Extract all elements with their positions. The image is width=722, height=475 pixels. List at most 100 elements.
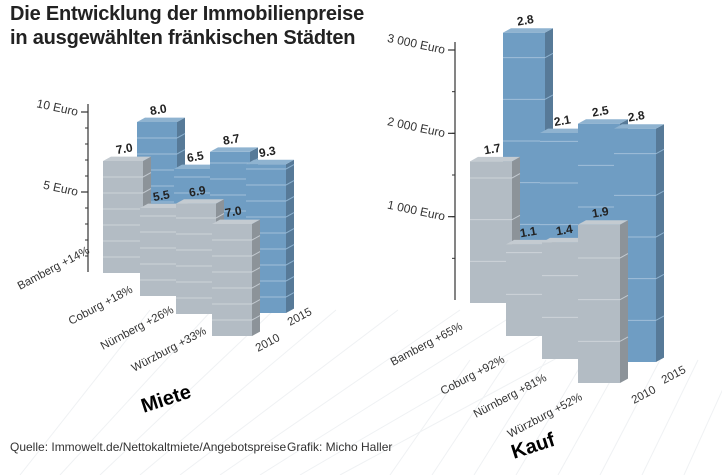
graphic-credit: Grafik: Micho Haller — [287, 440, 393, 454]
floor-grid-line — [389, 359, 471, 475]
bar-grid-line — [285, 196, 295, 202]
chart-title-line-1: Die Entwicklung der Immobilienpreise — [10, 3, 364, 25]
bar-grid-line — [251, 251, 261, 257]
bar-grid-line — [142, 188, 152, 194]
bar-front — [212, 224, 252, 336]
bar-top — [103, 156, 151, 161]
bar-top — [212, 219, 260, 224]
bar-value-label: 8.0 — [149, 101, 168, 118]
bar-grid-line — [176, 133, 186, 139]
bar-value-label: 6.5 — [186, 148, 205, 165]
bar-value-label: 9.3 — [258, 144, 277, 161]
floor-grid-line — [99, 309, 275, 475]
bar-grid-line — [285, 276, 295, 282]
bar-value-label: 2.1 — [553, 112, 572, 129]
floor-grid-line — [515, 359, 585, 475]
bar-grid-line — [619, 253, 629, 259]
category-label: Bamberg +14% — [16, 245, 92, 293]
bar-top — [578, 220, 628, 225]
bar-grid-line — [285, 260, 295, 266]
bar-top — [578, 119, 628, 124]
bar-grid-line — [285, 228, 295, 234]
bar-value-label: 8.7 — [222, 131, 241, 148]
floor-grid-line — [219, 309, 461, 475]
floor-grid-line — [139, 309, 337, 475]
source-note: Quelle: Immowelt.de/Nettokaltmiete/Angeb… — [10, 440, 287, 454]
bar-front — [578, 224, 620, 383]
bar-value-label: 7.0 — [224, 203, 243, 220]
floor-grid-line — [641, 359, 699, 475]
bar-grid-line — [655, 148, 665, 155]
y-tick-label: 5 Euro — [42, 178, 80, 199]
bar-grid-line — [655, 315, 665, 321]
bar-grid-line — [285, 292, 295, 298]
bar-grid-line — [142, 172, 152, 178]
bar-grid-line — [285, 164, 295, 170]
bar-value-label: 6.9 — [188, 183, 207, 200]
bar-top — [137, 117, 185, 122]
bar-grid-line — [251, 283, 261, 289]
bar-top — [614, 124, 664, 129]
bar-front — [140, 208, 180, 296]
kauf-y-axis: 1 000 Euro 2 000 Euro 3 000 Euro — [386, 31, 456, 300]
year-label: 2010 — [254, 332, 282, 355]
bar-value-label: 2.8 — [627, 108, 646, 125]
bar-grid-line — [511, 214, 521, 221]
y-tick-label: 1 000 Euro — [386, 198, 447, 224]
floor-grid-line — [683, 389, 722, 475]
chart-title-line-2: in ausgewählten fränkischen Städten — [10, 27, 356, 49]
bar-grid-line — [544, 52, 554, 59]
bar-2010-3 — [212, 219, 261, 336]
bar-grid-line — [655, 273, 665, 280]
bar-2010-3 — [578, 220, 629, 383]
floor-grid — [19, 309, 722, 475]
miete-y-axis: 5 Euro 10 Euro — [35, 96, 89, 272]
floor-grid-line — [431, 359, 509, 475]
bar-grid-line — [251, 267, 261, 273]
bar-value-label: 1.9 — [591, 204, 610, 221]
bar-top — [503, 28, 553, 33]
bar-grid-line — [285, 180, 295, 186]
floor-grid-line — [259, 309, 523, 475]
floor-grid-line — [19, 309, 151, 475]
kauf-chart: 1 000 Euro 2 000 Euro 3 000 Euro 2.8 2.1 2.5 2… — [386, 12, 688, 464]
bar-grid-line — [251, 299, 261, 305]
bar-value-label: 1.4 — [555, 222, 574, 239]
bar-grid-line — [544, 94, 554, 100]
bar-front — [470, 161, 512, 303]
bar-value-label: 1.7 — [483, 141, 502, 158]
bar-front — [103, 161, 143, 273]
floor-grid-line — [299, 309, 585, 475]
bar-top — [470, 156, 520, 162]
bar-2010-0 — [470, 156, 521, 303]
bar-value-label: 1.1 — [519, 224, 538, 241]
bar-grid-line — [251, 315, 261, 321]
bar-value-label: 7.0 — [115, 140, 134, 157]
bar-grid-line — [655, 190, 665, 196]
y-tick-label: 3 000 Euro — [386, 31, 447, 57]
bar-grid-line — [619, 336, 629, 342]
bar-grid-line — [285, 244, 295, 250]
year-label: 2010 — [630, 384, 658, 407]
bar-top — [176, 199, 224, 204]
bar-grid-line — [619, 294, 629, 301]
floor-grid-line — [59, 309, 213, 475]
bar-side — [620, 220, 628, 383]
bar-front — [176, 203, 216, 314]
bar-value-label: 2.5 — [591, 103, 610, 120]
bar-front — [542, 242, 584, 359]
chart-title: Die Entwicklung der Immobilienpreise in … — [10, 2, 364, 50]
y-tick-label: 2 000 Euro — [386, 114, 447, 140]
bar-side — [252, 219, 260, 336]
bar-side — [656, 124, 664, 363]
floor-grid-line — [473, 359, 547, 475]
bar-grid-line — [655, 232, 665, 238]
category-label: Bamberg +65% — [389, 321, 465, 369]
floor-grid-line — [179, 309, 399, 475]
bar-top — [210, 147, 258, 152]
bar-grid-line — [215, 213, 225, 219]
bar-value-label: 5.5 — [152, 187, 171, 204]
bar-top — [540, 128, 590, 133]
